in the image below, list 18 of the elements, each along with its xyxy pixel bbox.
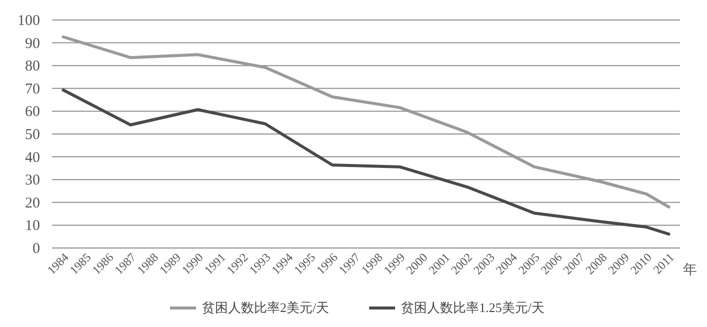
x-tick-label: 2011: [650, 250, 677, 277]
y-tick-label: 30: [25, 172, 40, 189]
x-tick-label: 1991: [201, 250, 228, 278]
line-series: [62, 35, 670, 208]
y-tick-label: 70: [25, 81, 40, 98]
y-tick-label: 50: [25, 127, 40, 143]
y-tick-label: 90: [25, 36, 40, 52]
y-tick-label: 0: [32, 241, 40, 257]
line-series: [62, 88, 670, 236]
x-axis-title: 年: [683, 262, 697, 278]
y-tick-label: 10: [25, 218, 40, 234]
y-tick-label: 20: [25, 195, 40, 212]
y-tick-label: 40: [25, 150, 40, 166]
y-tick-label: 100: [18, 13, 40, 29]
y-tick-label: 80: [25, 58, 40, 75]
y-tick-label: 60: [25, 104, 40, 120]
legend-label: 贫困人数比率1.25美元/天: [401, 300, 544, 315]
legend-label: 贫困人数比率2美元/天: [202, 300, 330, 315]
